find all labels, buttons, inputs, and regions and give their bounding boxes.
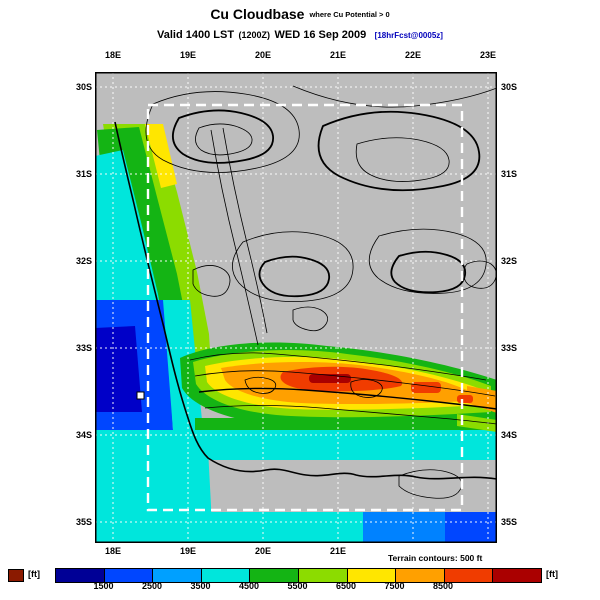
colorbar-tick-label: 4500 [238, 581, 260, 591]
valid-line: Valid 1400 LST (1200Z) WED 16 Sep 2009 [… [0, 25, 600, 43]
colorbar-segment [347, 569, 397, 582]
lat-label-left: 30S [75, 82, 92, 92]
colorbar-tick-label: 7500 [384, 581, 405, 591]
lon-label-bottom: 18E [104, 546, 122, 556]
lat-label-right: 30S [501, 82, 518, 92]
colorbar-segment [298, 569, 348, 582]
lon-label-top: 23E [479, 50, 497, 60]
lon-label-bottom: 20E [254, 546, 272, 556]
colorbar-segment [250, 569, 299, 582]
valid-utc: (1200Z) [238, 30, 271, 40]
map-frame [95, 72, 497, 543]
lon-label-top: 22E [404, 50, 422, 60]
colorbar-tick-label: 3500 [190, 581, 211, 591]
header: Cu Cloudbase where Cu Potential > 0 [0, 6, 600, 24]
lon-label-top: 18E [104, 50, 122, 60]
colorbar-tick-label: 1500 [93, 581, 114, 591]
lon-label-bottom: 21E [329, 546, 347, 556]
lat-label-right: 34S [501, 430, 518, 440]
lat-label-left: 31S [75, 169, 92, 179]
colorbar-tick-label: 8500 [432, 581, 454, 591]
lon-label-top: 21E [329, 50, 347, 60]
site-marker [136, 391, 145, 400]
colorbar-segment [396, 569, 445, 582]
colorbar-segment [444, 569, 494, 582]
colorbar-segment [153, 569, 202, 582]
lat-label-left: 32S [75, 256, 92, 266]
lat-label-left: 34S [75, 430, 92, 440]
colorbar-segment [104, 569, 154, 582]
page-title: Cu Cloudbase [210, 6, 305, 22]
colorbar-tick-label: 6500 [335, 581, 357, 591]
colorbar-tick-label: 5500 [287, 581, 308, 591]
colorbar-segment [201, 569, 251, 582]
terrain-contour-lines [145, 85, 497, 499]
forecast-tag: [18hrFcst@0005z] [374, 31, 443, 40]
colorbar-ticks: 1500 2500 3500 4500 5500 6500 7500 8500 [55, 581, 540, 592]
coastline [114, 121, 497, 480]
unit-label-left: [ft] [28, 569, 40, 579]
colorbar [55, 568, 542, 583]
lon-label-bottom: 19E [179, 546, 197, 556]
lat-label-right: 35S [501, 517, 518, 527]
lon-label-top: 20E [254, 50, 272, 60]
terrain-note: Terrain contours: 500 ft [388, 553, 483, 563]
valid-prefix: Valid 1400 LST [157, 29, 235, 41]
lat-label-right: 32S [501, 256, 518, 266]
colorbar-segment [493, 569, 541, 582]
lat-label-right: 31S [501, 169, 518, 179]
lat-label-left: 35S [75, 517, 92, 527]
nest-boundary [146, 103, 464, 512]
underrange-swatch [8, 569, 24, 582]
lat-label-left: 33S [75, 343, 92, 353]
unit-label-right: [ft] [546, 569, 558, 579]
title-qualifier: where Cu Potential > 0 [309, 10, 390, 19]
grid-lines [95, 72, 497, 543]
lon-label-top: 19E [179, 50, 197, 60]
map-canvas [95, 72, 497, 543]
colorbar-tick-label: 2500 [141, 581, 163, 591]
colorbar-segment [56, 569, 105, 582]
lat-label-right: 33S [501, 343, 518, 353]
valid-date: WED 16 Sep 2009 [274, 29, 367, 41]
